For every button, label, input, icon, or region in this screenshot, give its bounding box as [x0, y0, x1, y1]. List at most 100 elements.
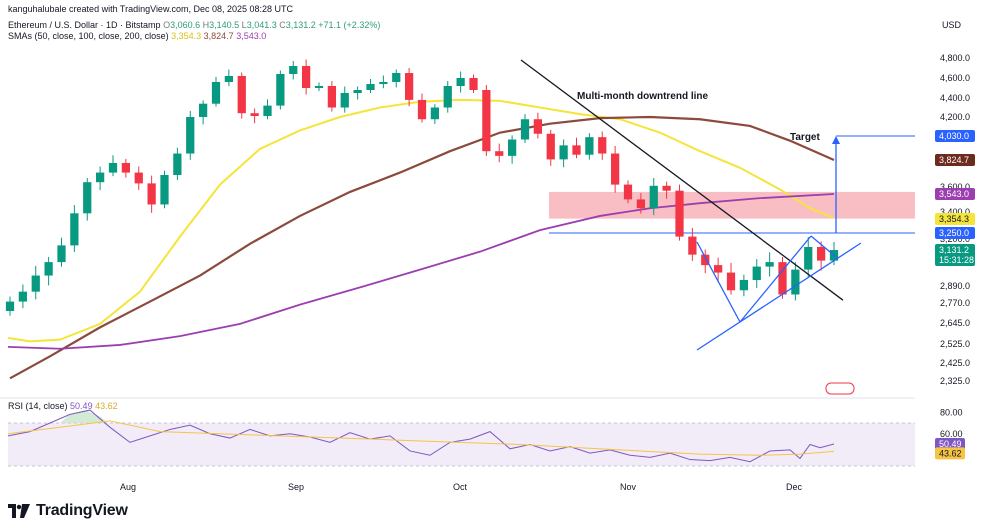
candle-body — [211, 82, 221, 104]
rsi-ma-line — [7, 420, 835, 456]
candle-body — [817, 246, 826, 261]
currency-label: USD — [942, 20, 962, 30]
candlesticks — [5, 59, 839, 316]
y-tick-label: 2,325.0 — [940, 376, 970, 386]
rsi-legend[interactable]: RSI (14, close) 50.49 43.62 — [8, 401, 118, 411]
rsi-label: RSI (14, close) — [8, 401, 68, 411]
brand-name: TradingView — [36, 502, 128, 519]
candle-body — [623, 184, 633, 200]
candle-body — [289, 66, 298, 74]
price-tag-sma50 — [935, 213, 975, 225]
candle-body — [443, 86, 452, 108]
candle-body — [237, 76, 246, 114]
candle-body — [173, 153, 182, 175]
rsi-value-tag — [935, 447, 965, 460]
candle-body — [353, 90, 362, 93]
candle-body — [302, 66, 311, 88]
rsi-tick-label: 60.00 — [940, 429, 963, 439]
y-tick-label: 4,600.0 — [940, 73, 970, 83]
candle-body — [121, 162, 130, 173]
candle-body — [340, 93, 349, 108]
y-tick-label: 4,200.0 — [940, 112, 970, 122]
ohlc-legend[interactable]: Ethereum / U.S. Dollar · 1D · Bitstamp O… — [8, 20, 381, 30]
price-tag-text-level: 3,250.0 — [939, 228, 969, 238]
candle-body — [160, 174, 169, 205]
candle-body — [546, 133, 555, 160]
candle-body — [533, 119, 542, 134]
price-labels: 4,030.0 3,824.7 3,543.0 3,354.3 3,250.0 3,131… — [935, 130, 975, 460]
candle-body — [598, 137, 607, 154]
candle-body — [250, 113, 259, 117]
time-axis: Aug Sep Oct Nov Dec — [120, 482, 803, 492]
rsi-overbought-fill — [60, 410, 108, 423]
wedge-lower-line — [696, 242, 862, 351]
candle-body — [662, 185, 671, 191]
candle-body — [134, 172, 143, 184]
x-tick-label: Sep — [288, 482, 304, 492]
candle-body — [392, 73, 401, 82]
candle-body — [199, 103, 208, 117]
sma-legend[interactable]: SMAs (50, close, 100, close, 200, close)… — [8, 31, 266, 41]
candle-body — [469, 78, 478, 90]
triangle-left-edge — [696, 241, 741, 323]
candle-body — [417, 99, 427, 120]
candle-body — [366, 84, 375, 90]
candle-body — [379, 82, 388, 84]
y-tick-label: 2,525.0 — [940, 339, 970, 349]
y-tick-label: 3,400.0 — [940, 207, 970, 217]
candle-body — [456, 78, 465, 86]
candle-body — [675, 190, 684, 237]
candle-body — [829, 250, 839, 261]
y-tick-label: 4,400.0 — [940, 93, 970, 103]
candle-body — [96, 172, 105, 183]
y-tick-label: 2,425.0 — [940, 358, 970, 368]
chart-pattern-lines: Multi-month downtrend line Target — [520, 59, 915, 395]
tradingview-logo: TradingView — [8, 502, 128, 520]
price-tag-price — [935, 244, 975, 256]
rsi-tick-label: 80.00 — [940, 407, 963, 417]
sma100-line — [9, 115, 835, 380]
candle-body — [585, 137, 594, 155]
price-tag-text-target: 4,030.0 — [939, 131, 969, 141]
candle-body — [726, 272, 736, 291]
price-tag-target — [935, 130, 975, 142]
rsi-pane: 80.00 60.00 — [0, 397, 963, 467]
event-marker-icon — [825, 382, 855, 395]
price-tag-text-sma100: 3,824.7 — [939, 155, 969, 165]
candle-body — [636, 199, 645, 209]
change-value: +71.1 (+2.32%) — [318, 20, 381, 30]
low-value: 3,041.3 — [246, 20, 277, 30]
candle-body — [108, 162, 118, 173]
sma200-line — [7, 193, 835, 350]
annotation-target-label: Target — [790, 132, 820, 143]
triangle-right-edge — [739, 235, 812, 323]
candle-body — [482, 90, 491, 152]
candle-body — [18, 291, 27, 302]
candle-body — [44, 262, 53, 276]
price-tag-text-sma200: 3,543.0 — [939, 189, 969, 199]
candle-body — [83, 182, 92, 214]
high-value: 3,140.5 — [209, 20, 240, 30]
candle-body — [31, 275, 40, 292]
candle-body — [649, 185, 658, 209]
y-tick-label: 2,645.0 — [940, 318, 970, 328]
tradingview-logo-icon — [8, 504, 30, 518]
x-tick-label: Dec — [786, 482, 803, 492]
candle-body — [508, 139, 517, 156]
annotation-downtrend-label: Multi-month downtrend line — [577, 91, 709, 102]
y-tick-label: 3,200.0 — [940, 234, 970, 244]
candle-body — [765, 262, 774, 267]
rsi-value-tag-text: 50.49 — [939, 439, 962, 449]
sma200-value: 3,543.0 — [236, 31, 267, 41]
resistance-zone-box — [549, 191, 915, 219]
triangle-top-edge — [810, 235, 837, 258]
y-tick-label: 2,770.0 — [940, 298, 970, 308]
rsi-band — [8, 423, 915, 466]
price-axis: 4,800.0 4,600.0 4,400.0 4,200.0 3,600.0 3,400… — [940, 53, 970, 386]
author-credit: kanguhalubale created with TradingView.c… — [8, 4, 294, 14]
candle-body — [57, 245, 66, 263]
y-tick-label: 3,600.0 — [940, 182, 970, 192]
x-tick-label: Nov — [620, 482, 637, 492]
